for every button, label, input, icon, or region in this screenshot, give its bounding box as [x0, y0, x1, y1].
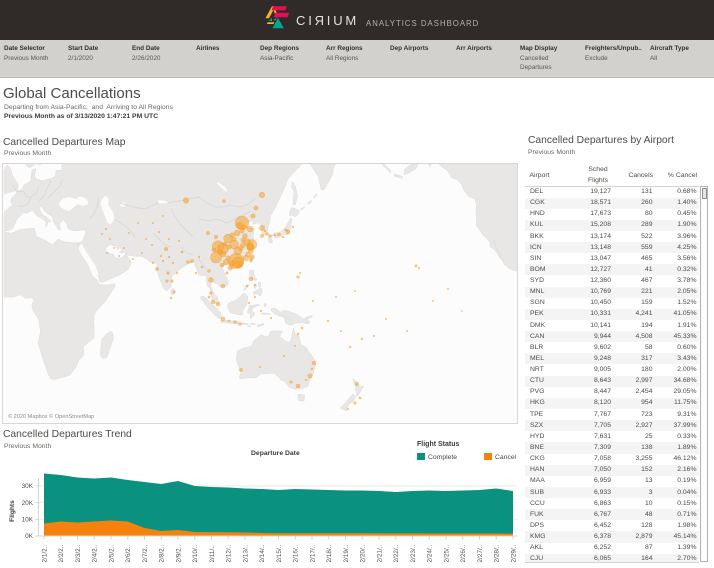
- svg-text:2/24/..: 2/24/..: [427, 545, 434, 563]
- svg-text:2/9/2..: 2/9/2..: [175, 545, 182, 563]
- svg-text:2/4/2..: 2/4/2..: [92, 545, 99, 563]
- svg-text:2/3/2..: 2/3/2..: [75, 545, 82, 563]
- svg-text:2/12/..: 2/12/..: [226, 545, 233, 563]
- svg-text:2/21/..: 2/21/..: [376, 545, 383, 563]
- svg-text:2/13/..: 2/13/..: [242, 545, 249, 563]
- svg-text:2/16/..: 2/16/..: [293, 545, 300, 563]
- svg-text:2/5/2..: 2/5/2..: [108, 545, 115, 563]
- svg-text:2/14/..: 2/14/..: [259, 545, 266, 563]
- svg-text:2/18/..: 2/18/..: [326, 545, 333, 563]
- svg-text:2/1/2..: 2/1/2..: [41, 545, 48, 563]
- svg-text:2/7/2..: 2/7/2..: [142, 545, 149, 563]
- svg-text:2/25/..: 2/25/..: [443, 545, 450, 563]
- svg-text:2/10/..: 2/10/..: [192, 545, 199, 563]
- svg-text:Flights: Flights: [9, 500, 16, 522]
- svg-text:2/27/..: 2/27/..: [477, 545, 484, 563]
- svg-text:2/15/..: 2/15/..: [276, 545, 283, 563]
- svg-text:0K: 0K: [25, 533, 34, 540]
- svg-text:2/19/..: 2/19/..: [343, 545, 350, 563]
- svg-text:2/2/2..: 2/2/2..: [58, 545, 65, 563]
- svg-text:2/26/..: 2/26/..: [460, 545, 467, 563]
- svg-text:20K: 20K: [22, 500, 34, 507]
- svg-text:2/23/..: 2/23/..: [410, 545, 417, 563]
- svg-text:2/28/..: 2/28/..: [494, 545, 501, 563]
- svg-text:2/8/2..: 2/8/2..: [159, 545, 166, 563]
- svg-text:2/6/2..: 2/6/2..: [125, 545, 132, 563]
- svg-text:2/17/..: 2/17/..: [309, 545, 316, 563]
- svg-text:2/29/..: 2/29/..: [510, 545, 517, 563]
- svg-text:2/11/..: 2/11/..: [209, 545, 216, 563]
- svg-text:30K: 30K: [22, 483, 34, 490]
- svg-text:2/20/..: 2/20/..: [360, 545, 367, 563]
- svg-text:10K: 10K: [22, 517, 34, 524]
- svg-text:2/22/..: 2/22/..: [393, 545, 400, 563]
